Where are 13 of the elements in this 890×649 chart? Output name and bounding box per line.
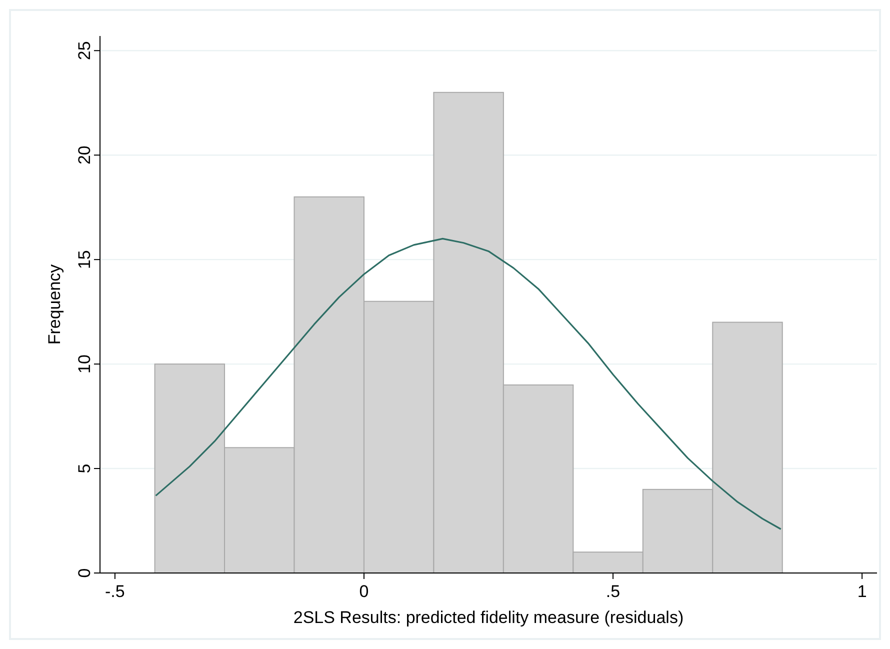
y-tick-label: 20 bbox=[75, 146, 94, 165]
line-series bbox=[154, 238, 782, 530]
y-tick-label: 25 bbox=[75, 41, 94, 60]
x-tick-label: -.5 bbox=[105, 582, 125, 601]
y-tick-label: 5 bbox=[75, 464, 94, 474]
y-tick-label: 10 bbox=[75, 354, 94, 374]
x-axis-title: 2SLS Results: predicted fidelity measure (residuals) bbox=[293, 608, 684, 627]
y-axis-title: Frequency bbox=[45, 264, 64, 345]
x-tick-label: 0 bbox=[359, 582, 369, 601]
y-tick-label: 15 bbox=[75, 250, 94, 270]
y-tick-label: 0 bbox=[75, 568, 94, 578]
x-tick-label: .5 bbox=[606, 582, 620, 601]
x-tick-label: 1 bbox=[857, 582, 867, 601]
